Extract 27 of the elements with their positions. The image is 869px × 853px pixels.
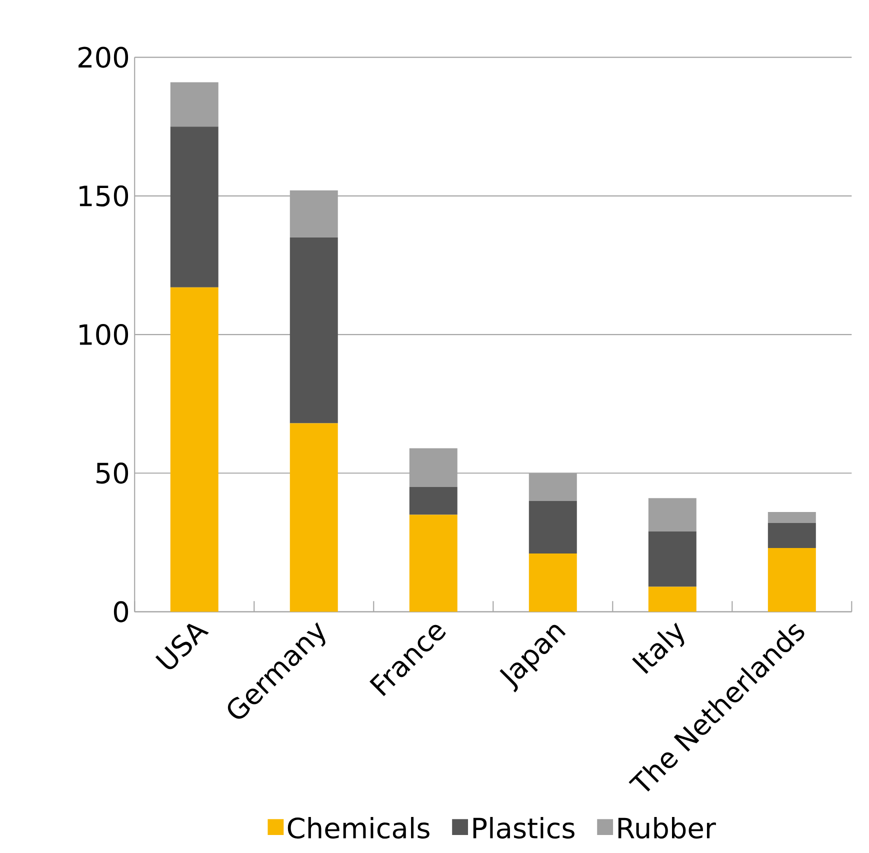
bar — [648, 586, 696, 612]
y-tick-label: 150 — [80, 185, 128, 207]
bar — [528, 500, 577, 554]
bar — [170, 287, 218, 612]
y-tick-label: 0 — [114, 601, 128, 622]
bar — [409, 487, 458, 515]
bar — [170, 82, 218, 127]
bar — [528, 473, 577, 501]
bar — [768, 512, 816, 524]
bar — [768, 548, 816, 612]
bar — [290, 190, 338, 238]
bar — [768, 523, 816, 548]
legend-label: Plastics — [473, 816, 574, 839]
bar — [528, 554, 577, 612]
legend-label: Chemicals — [288, 816, 430, 839]
x-tick-label: USA — [155, 624, 209, 670]
bar — [648, 531, 696, 587]
bar — [409, 514, 458, 612]
legend-label: Rubber — [618, 816, 716, 839]
bar — [409, 448, 458, 488]
y-tick-label: 100 — [80, 324, 128, 346]
bar — [290, 423, 338, 612]
bar — [170, 126, 218, 288]
y-tick-label: 200 — [78, 46, 128, 68]
y-tick-label: 50 — [96, 462, 128, 484]
bar — [290, 238, 338, 424]
bar — [648, 498, 696, 532]
